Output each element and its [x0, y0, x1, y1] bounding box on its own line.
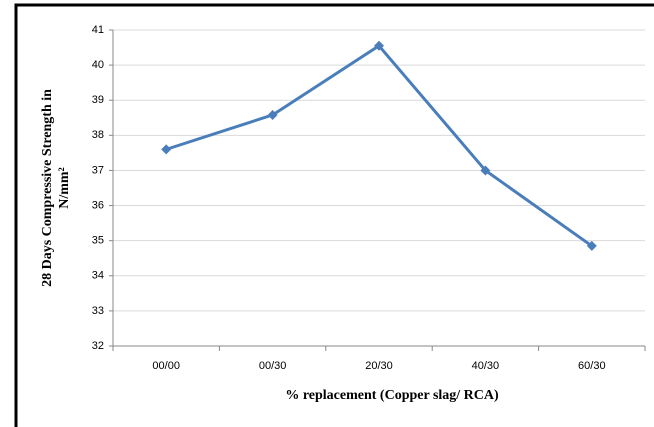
y-axis-label: 28 Days Compressive Strength in N/mm²: [40, 89, 72, 287]
marker: [374, 40, 384, 51]
y-tick-label: 37: [92, 164, 104, 176]
y-tick-label: 32: [92, 340, 104, 352]
y-tick-label: 39: [92, 94, 104, 106]
marker: [267, 109, 278, 120]
y-tick-label: 38: [92, 129, 104, 141]
x-tick-label: 20/30: [365, 360, 393, 372]
y-axis-label-line: N/mm²: [57, 167, 72, 209]
marker: [480, 165, 491, 176]
x-tick-label: 40/30: [472, 360, 500, 372]
x-axis-label: % replacement (Copper slag/ RCA): [285, 388, 499, 403]
y-axis-label-line: 28 Days Compressive Strength in: [40, 89, 55, 287]
y-tick-label: 41: [92, 24, 104, 36]
x-tick-label: 00/30: [259, 360, 287, 372]
marker: [586, 240, 597, 251]
x-tick-label: 00/00: [152, 360, 180, 372]
x-tick-label: 60/30: [578, 360, 606, 372]
y-tick-label: 34: [92, 270, 104, 282]
y-tick-label: 40: [92, 59, 104, 71]
frame: [14, 3, 654, 427]
marker: [161, 144, 172, 155]
y-tick-label: 35: [92, 235, 104, 247]
y-tick-label: 36: [92, 199, 104, 211]
y-tick-label: 33: [92, 305, 104, 317]
